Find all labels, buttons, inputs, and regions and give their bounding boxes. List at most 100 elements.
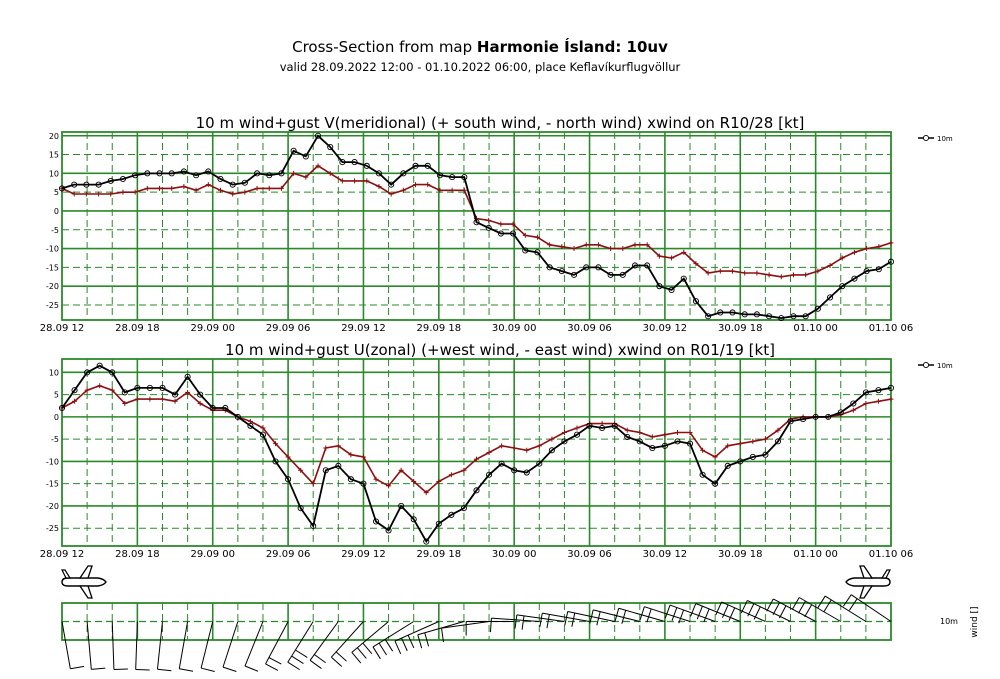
wind-point-marker	[156, 170, 163, 177]
x-tick-label: 01.10 00	[793, 323, 838, 334]
wind-point-marker	[875, 387, 882, 394]
gust-point-marker	[254, 185, 260, 191]
y-tick-label: 5	[54, 391, 59, 400]
wind-barb-staff	[200, 621, 214, 669]
wind-barb-feather	[842, 594, 852, 607]
wind-barb-staff	[178, 621, 189, 669]
gust-point-marker	[230, 191, 236, 197]
wind-point-marker	[825, 413, 832, 420]
wind-point-marker	[839, 283, 846, 290]
wind-barb-staff	[721, 601, 766, 622]
gust-point-marker	[624, 427, 630, 433]
plot-frame	[61, 131, 892, 321]
x-tick-label: 30.09 18	[718, 323, 763, 334]
wind-point-marker	[724, 462, 731, 469]
wind-point-marker	[217, 175, 224, 183]
wind-point-marker	[699, 471, 706, 478]
gust-point-marker	[423, 490, 429, 496]
wind-barb-feather	[753, 606, 761, 620]
wind-point-marker	[800, 416, 807, 423]
gust-point-marker	[172, 398, 178, 404]
wind-barb-staff	[695, 603, 741, 622]
wind-barb-feather	[646, 608, 652, 623]
wind-point-marker	[586, 422, 593, 429]
y-tick-label: 5	[54, 188, 59, 197]
x-tick-label: 30.09 06	[567, 549, 612, 560]
wind-point-marker	[705, 313, 712, 320]
gust-point-marker	[486, 450, 492, 455]
y-tick-label: 0	[54, 413, 59, 422]
wind-point-marker	[229, 181, 236, 188]
wind-barb-feather	[424, 632, 430, 647]
gust-point-marker	[315, 163, 321, 169]
x-tick-label: 29.09 12	[341, 549, 386, 560]
gust-point-marker	[109, 387, 115, 393]
wind-point-marker	[388, 181, 395, 188]
gust-point-marker	[778, 274, 784, 280]
wind-point-marker	[322, 467, 329, 474]
wind-point-marker	[58, 185, 66, 192]
title-map-name: Harmonie Ísland: 10uv	[476, 38, 668, 56]
gust-point-marker	[888, 240, 894, 246]
wind-point-marker	[335, 462, 342, 469]
gust-point-marker	[839, 255, 845, 261]
wind-point-marker	[636, 438, 643, 445]
gust-point-marker	[436, 478, 442, 484]
wind-point-marker	[109, 369, 116, 376]
wind-barb-staff	[798, 597, 842, 622]
wind-series-line	[61, 364, 892, 544]
wind-point-marker	[71, 387, 78, 394]
panel-title: 10 m wind+gust U(zonal) (+west wind, - e…	[225, 341, 775, 359]
wind-point-marker	[146, 384, 153, 391]
wind-barb-feather	[401, 637, 408, 652]
wind-barb-feather	[715, 601, 723, 615]
wind-point-marker	[205, 168, 212, 175]
wind-point-marker	[351, 159, 358, 166]
wind-point-marker	[234, 413, 241, 420]
gust-point-marker	[864, 246, 870, 252]
gust-point-marker	[762, 436, 768, 442]
gust-point-marker	[750, 438, 756, 444]
wind-barb-feather	[331, 656, 343, 667]
x-tick-label: 29.09 00	[190, 323, 235, 334]
wind-point-marker	[372, 518, 380, 525]
wind-barb-staff	[773, 598, 816, 622]
gust-point-marker	[398, 467, 404, 473]
wind-barb-feather	[546, 614, 550, 629]
gust-point-marker	[260, 425, 266, 431]
x-tick-label: 28.09 18	[115, 323, 160, 334]
wind-point-marker	[119, 175, 127, 183]
wind-barb-feather	[797, 600, 806, 614]
wind-point-marker	[497, 230, 504, 237]
gust-point-marker	[205, 182, 211, 188]
gust-point-marker	[775, 427, 781, 433]
gust-point-marker	[376, 184, 382, 190]
gust-point-marker	[536, 443, 542, 449]
gust-point-marker	[644, 242, 650, 248]
wind-point-marker	[802, 313, 809, 320]
wind-point-marker	[814, 305, 821, 312]
gust-point-marker	[169, 185, 175, 191]
gust-point-marker	[388, 191, 394, 197]
wind-point-marker	[611, 422, 618, 429]
gust-point-marker	[632, 242, 638, 248]
wind-point-marker	[121, 389, 128, 396]
wind-point-marker	[570, 271, 578, 278]
wind-point-marker	[310, 522, 317, 530]
gust-point-marker	[730, 268, 736, 274]
y-tick-label: -15	[46, 480, 59, 489]
gust-point-marker	[197, 401, 203, 407]
wind-point-marker	[461, 174, 468, 181]
wind-barb-staff	[111, 621, 115, 670]
wind-point-marker	[619, 271, 626, 278]
plot-frame	[61, 358, 892, 547]
wind-barb-feather	[314, 654, 326, 664]
wind-point-marker	[536, 460, 543, 467]
wind-point-marker	[84, 369, 91, 376]
wind-barb-feather	[564, 611, 569, 626]
wind-point-marker	[107, 177, 114, 184]
x-tick-label: 29.09 12	[341, 323, 386, 334]
airplane-wings	[78, 565, 93, 599]
wind-point-marker	[787, 418, 794, 425]
x-tick-label: 30.09 00	[492, 323, 537, 334]
